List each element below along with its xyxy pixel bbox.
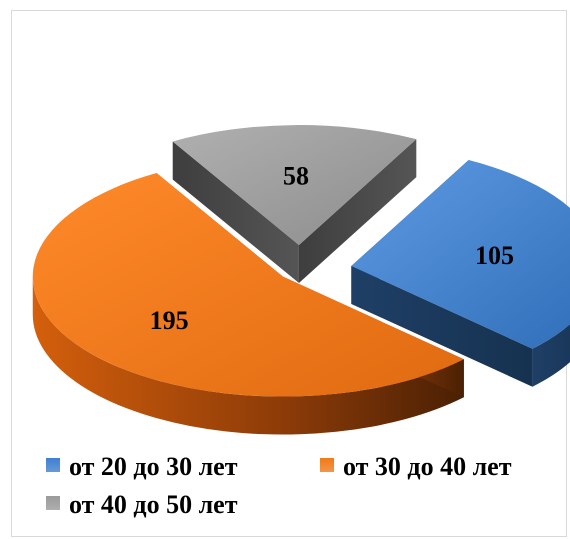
- pie-slice-wall: [298, 139, 417, 284]
- pie-slice: [32, 172, 464, 397]
- pie-slice: [351, 160, 570, 349]
- legend-label: от 40 до 50 лет: [69, 490, 238, 519]
- legend-item-30-40: от 30 до 40 лет: [320, 452, 511, 482]
- legend-swatch-orange: [320, 458, 334, 472]
- legend-item-20-30: от 20 до 30 лет: [46, 452, 237, 482]
- pie-slice-side: [532, 324, 570, 387]
- pie-slice-wall: [351, 266, 533, 387]
- pie-slice-side: [32, 276, 464, 435]
- data-label: 58: [283, 161, 309, 190]
- pie-slice-wall: [172, 141, 299, 284]
- legend-swatch-blue: [46, 458, 60, 472]
- legend-swatch-gray: [46, 496, 60, 510]
- data-label: 195: [150, 306, 189, 335]
- legend-item-40-50: от 40 до 50 лет: [46, 490, 237, 520]
- legend-label: от 30 до 40 лет: [343, 452, 512, 481]
- data-label: 105: [475, 241, 514, 270]
- legend-label: от 20 до 30 лет: [69, 452, 238, 481]
- pie-slice: [172, 125, 417, 246]
